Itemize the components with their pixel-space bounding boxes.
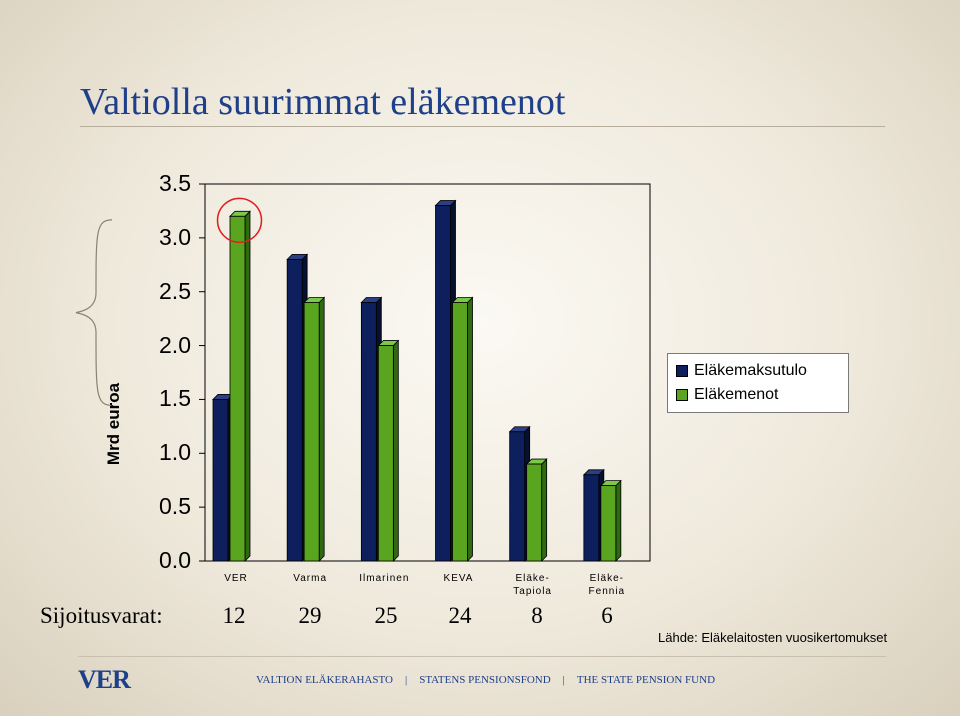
legend-item-eläkemenot: Eläkemenot bbox=[676, 386, 779, 404]
footer-separator: | bbox=[405, 674, 408, 686]
footer-item: VALTION ELÄKERAHASTO bbox=[256, 674, 393, 686]
x-category-label: KEVA bbox=[443, 573, 474, 584]
footer-text: VALTION ELÄKERAHASTO | STATENS PENSIONSFON… bbox=[256, 674, 715, 686]
x-category-label: Eläke- Tapiola bbox=[513, 573, 552, 597]
y-tick-label: 0.5 bbox=[159, 493, 191, 520]
sijoitusvarat-value: 12 bbox=[222, 603, 246, 628]
y-tick-label: 2.5 bbox=[159, 277, 191, 304]
legend: Eläkemaksutulo Eläkemenot bbox=[667, 353, 849, 413]
bar-eläkemenot-0 bbox=[229, 215, 246, 562]
y-tick-label: 0.0 bbox=[159, 547, 191, 573]
bar-eläkemaksutulo-4 bbox=[509, 431, 526, 562]
ver-logo: VER bbox=[78, 665, 131, 694]
sijoitusvarat-value: 8 bbox=[531, 603, 543, 628]
x-category-label: Ilmarinen bbox=[359, 573, 410, 584]
bar-eläkemaksutulo-5 bbox=[583, 474, 600, 562]
y-tick-label: 1.0 bbox=[159, 439, 191, 466]
legend-label: Eläkemenot bbox=[694, 386, 779, 403]
bar-eläkemaksutulo-2 bbox=[360, 302, 377, 562]
brace-annotation bbox=[75, 219, 113, 407]
bar-side bbox=[541, 458, 548, 562]
footer-item: STATENS PENSIONSFOND bbox=[419, 674, 551, 686]
bar-side bbox=[467, 296, 473, 562]
y-tick-label: 2.0 bbox=[159, 331, 191, 358]
title-rule bbox=[80, 126, 885, 127]
slide-title: Valtiolla suurimmat eläkemenot bbox=[80, 81, 566, 123]
bar-eläkemaksutulo-3 bbox=[435, 205, 451, 562]
bar-eläkemenot-1 bbox=[303, 302, 320, 562]
sijoitusvarat-value: 29 bbox=[298, 603, 322, 628]
bar-eläkemenot-2 bbox=[377, 345, 394, 562]
highlight-circle bbox=[216, 197, 263, 244]
x-category-label: Varma bbox=[293, 573, 328, 584]
bar-side bbox=[615, 479, 622, 562]
bar-side bbox=[392, 339, 399, 562]
y-tick-label: 1.5 bbox=[159, 385, 191, 412]
sijoitusvarat-value: 6 bbox=[601, 603, 613, 628]
legend-swatch-navy bbox=[676, 364, 688, 377]
sijoitusvarat-value: 24 bbox=[448, 603, 472, 628]
y-tick-label: 3.0 bbox=[159, 223, 191, 250]
sijoitusvarat-value: 25 bbox=[374, 603, 398, 628]
bar-eläkemaksutulo-0 bbox=[212, 399, 229, 562]
source-text: Lähde: Eläkelaitosten vuosikertomukset bbox=[658, 630, 888, 645]
footer-separator: | bbox=[562, 674, 565, 686]
legend-item-eläkemaksutulo: Eläkemaksutulo bbox=[676, 362, 807, 380]
legend-label: Eläkemaksutulo bbox=[694, 362, 807, 379]
bar-eläkemenot-5 bbox=[600, 485, 617, 562]
sijoitusvarat-label: Sijoitusvarat: bbox=[40, 603, 163, 628]
bar-eläkemenot-3 bbox=[452, 302, 468, 562]
bar-eläkemaksutulo-1 bbox=[286, 258, 303, 562]
y-tick-label: 3.5 bbox=[159, 170, 191, 196]
plot-frame bbox=[204, 183, 651, 562]
x-category-label: Eläke- Fennia bbox=[588, 573, 626, 597]
footer-rule bbox=[78, 656, 886, 657]
bar-eläkemenot-4 bbox=[526, 463, 543, 562]
legend-swatch-green bbox=[676, 388, 688, 401]
x-category-label: VER bbox=[224, 573, 248, 584]
bar-side bbox=[318, 296, 325, 562]
bar-side bbox=[244, 210, 251, 562]
footer-item: THE STATE PENSION FUND bbox=[576, 674, 716, 686]
